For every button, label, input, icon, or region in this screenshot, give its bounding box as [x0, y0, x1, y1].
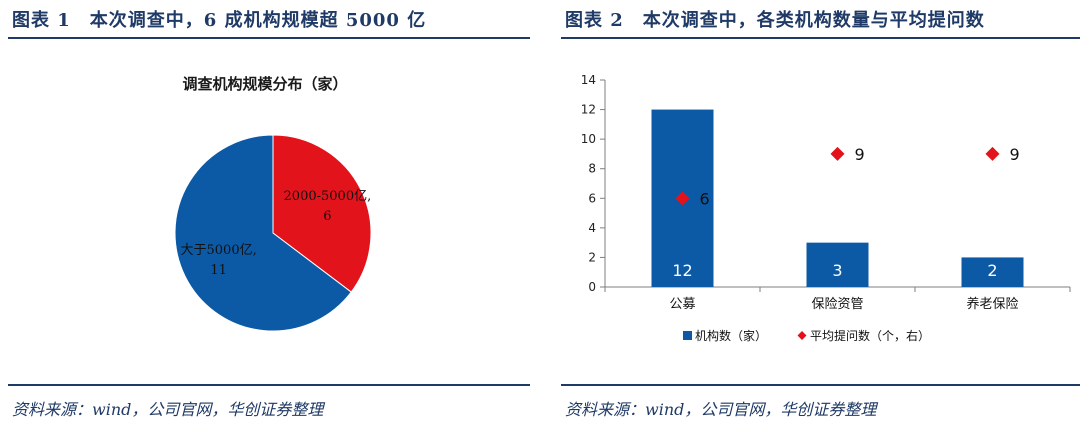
- figure-1-source: 资料来源：wind，公司官网，华创证券整理: [12, 400, 324, 419]
- scatter-point: [675, 191, 690, 206]
- y-tick-label: 12: [581, 103, 596, 117]
- figure-1-bottom-rule: [8, 384, 530, 386]
- pie-slice-label: 大于5000亿,: [181, 243, 257, 258]
- bar: [806, 242, 869, 287]
- bar: [961, 257, 1024, 287]
- x-tick-label: 保险资管: [811, 297, 863, 312]
- y-tick-label: 0: [588, 280, 596, 294]
- bar-value-label: 3: [832, 261, 842, 280]
- pie-slice: [272, 134, 372, 293]
- y-tick-label: 8: [588, 162, 596, 176]
- legend-label-scatter: 平均提问数（个，右）: [810, 328, 930, 343]
- x-tick-label: 养老保险: [966, 296, 1018, 312]
- pie-slice-value: 6: [323, 209, 331, 224]
- pie-slice: [174, 134, 352, 332]
- figure-1-top-rule: [8, 37, 530, 39]
- pie-chart-title: 调查机构规模分布（家）: [182, 75, 347, 93]
- y-tick-label: 6: [588, 191, 596, 205]
- pie-slice-value: 11: [210, 263, 227, 278]
- bar-value-label: 2: [987, 261, 997, 280]
- y-tick-label: 14: [581, 73, 596, 87]
- scatter-value-label: 6: [700, 189, 710, 208]
- bar-value-label: 12: [672, 261, 692, 280]
- figure-1-panel: 图表 1 本次调查中，6 成机构规模超 5000 亿 调查机构规模分布（家） 2…: [0, 0, 530, 426]
- legend-swatch-scatter: [797, 331, 807, 340]
- y-tick-label: 2: [588, 250, 596, 264]
- figure-2-panel: 图表 2 本次调查中，各类机构数量与平均提问数 0 2 4 6 8 10 12 14 公募 保险资…: [553, 0, 1080, 426]
- legend-label-bar: 机构数（家）: [695, 328, 767, 343]
- figure-2-source: 资料来源：wind，公司官网，华创证券整理: [565, 400, 877, 419]
- pie-chart: 调查机构规模分布（家） 2000-5000亿, 6 大于5000亿, 11: [174, 75, 372, 332]
- x-tick-label: 公募: [669, 297, 695, 312]
- bar-chart: 0 2 4 6 8 10 12 14 公募 保险资管 养老保险 12 6 3 9 2 9 机构数（家） 平均提问…: [581, 73, 1071, 343]
- scatter-point: [830, 146, 845, 161]
- scatter-value-label: 9: [1010, 145, 1020, 164]
- legend-swatch-bar: [683, 331, 692, 340]
- figure-1-title: 图表 1 本次调查中，6 成机构规模超 5000 亿: [12, 10, 427, 31]
- y-tick-label: 4: [588, 221, 596, 235]
- scatter-value-label: 9: [855, 145, 865, 164]
- y-tick-label: 10: [581, 132, 596, 146]
- figure-2-top-rule: [561, 37, 1080, 39]
- figure-2-title: 图表 2 本次调查中，各类机构数量与平均提问数: [565, 10, 985, 31]
- pie-slice-label: 2000-5000亿,: [284, 189, 372, 204]
- scatter-point: [985, 146, 1000, 161]
- figure-2-bottom-rule: [561, 384, 1080, 386]
